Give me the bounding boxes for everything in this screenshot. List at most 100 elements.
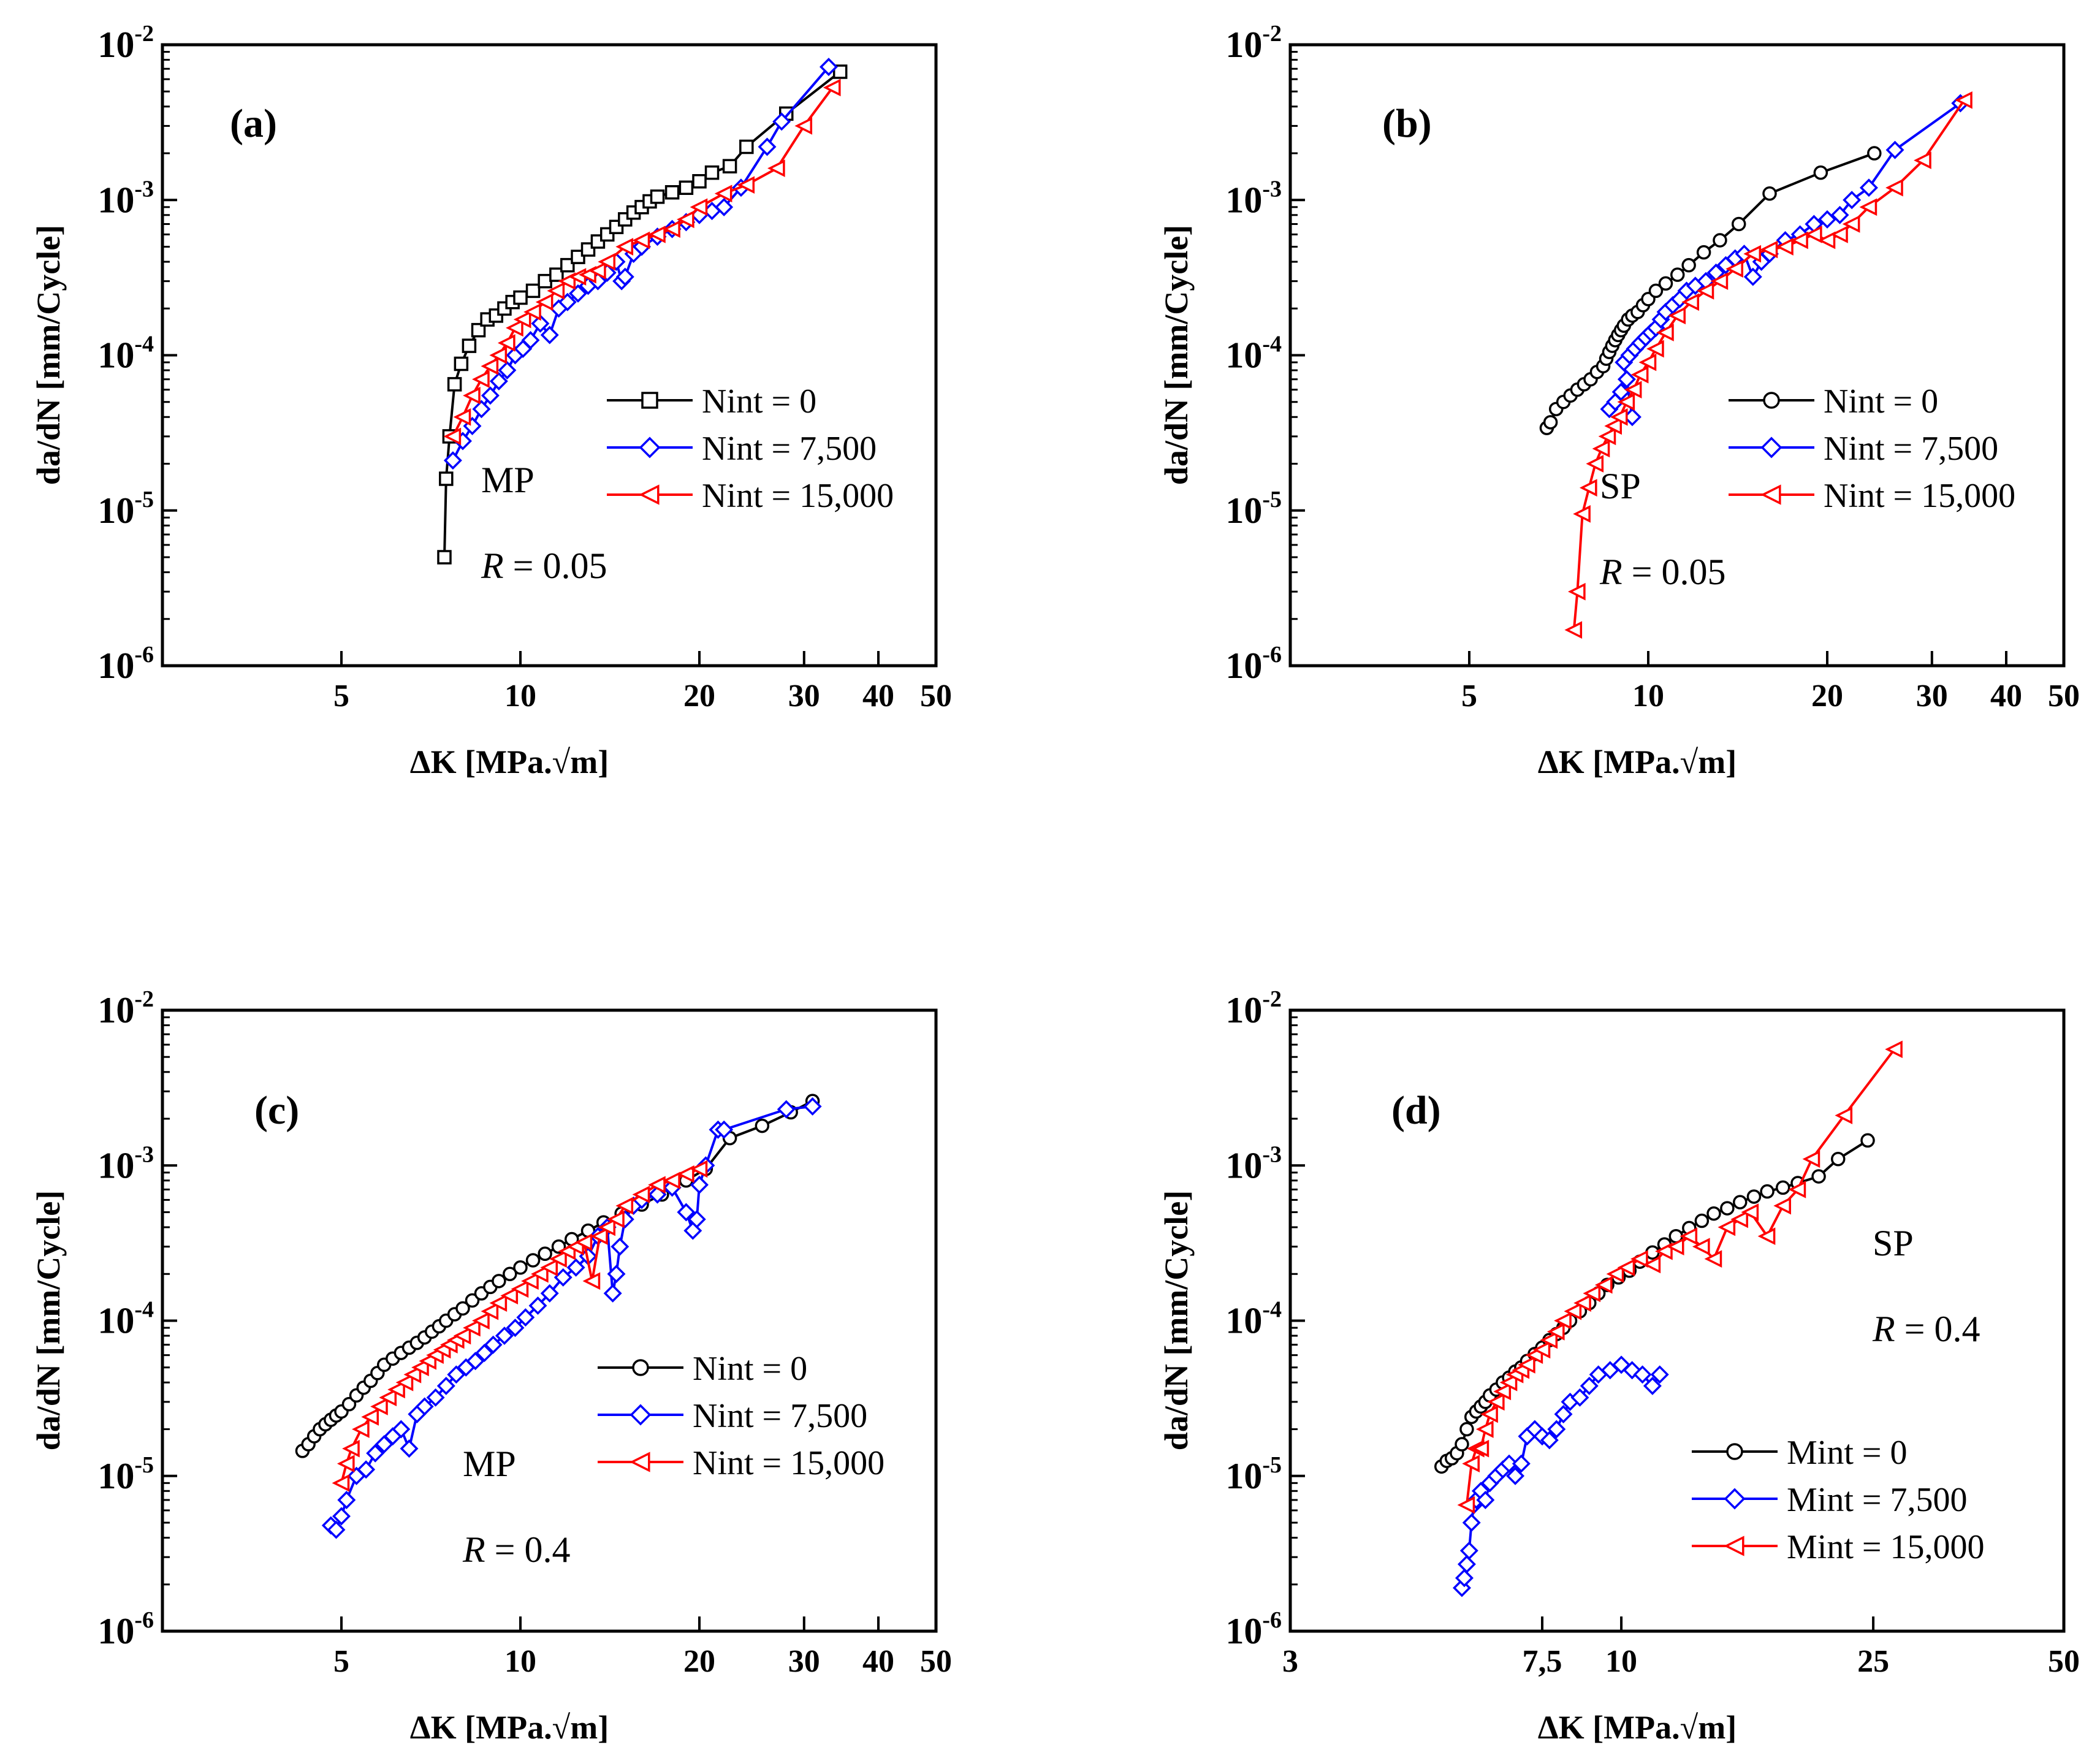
data-point: [1573, 1294, 1591, 1312]
data-point: [540, 1258, 558, 1277]
data-point: [1668, 306, 1686, 325]
data-point: [772, 112, 791, 131]
x-tick-label: 10: [504, 1644, 536, 1679]
data-point: [1606, 1265, 1624, 1283]
x-tick-label: 5: [1461, 679, 1477, 714]
y-tick-base: 10: [1225, 1301, 1262, 1341]
y-tick-exponent: -6: [134, 642, 154, 668]
data-point: [1592, 440, 1610, 458]
data-point: [1546, 1323, 1565, 1341]
x-tick-label: 5: [333, 1644, 349, 1679]
data-point: [361, 1408, 379, 1426]
data-point: [481, 386, 500, 405]
legend-label: Nint = 15,000: [702, 477, 894, 515]
data-point: [1598, 427, 1616, 446]
x-tick-label: 40: [1990, 679, 2022, 714]
data-point: [443, 451, 462, 470]
legend: Nint = 0 Nint = 7,500 Nint = 15,000: [1729, 383, 2015, 515]
data-point: [607, 1210, 625, 1228]
y-tick-exponent: -4: [134, 332, 154, 357]
x-tick-label: 7,5: [1523, 1644, 1562, 1679]
data-point: [677, 1203, 696, 1222]
data-point: [531, 1265, 549, 1283]
data-point: [1543, 415, 1558, 430]
legend-marker: [1760, 436, 1782, 459]
panel-label: (d): [1391, 1088, 1441, 1133]
data-point: [794, 117, 813, 135]
data-point: [1859, 178, 1878, 197]
y-tick-base: 10: [97, 1145, 134, 1186]
data-point: [1760, 1184, 1775, 1199]
data-point: [516, 1308, 535, 1327]
data-point: [1656, 324, 1674, 341]
legend-label: Nint = 15,000: [1824, 477, 2015, 515]
y-tick-label: 10-5: [1225, 487, 1282, 531]
y-tick-label: 10-5: [1225, 1452, 1282, 1496]
legend: Mint = 0 Mint = 7,500 Mint = 15,000: [1692, 1434, 1985, 1566]
data-point: [1830, 226, 1848, 243]
y-tick-base: 10: [97, 990, 134, 1030]
data-point: [1713, 233, 1727, 248]
data-point: [1743, 245, 1762, 263]
data-point: [1547, 1420, 1566, 1439]
data-point: [426, 1388, 445, 1407]
y-tick-base: 10: [1225, 1456, 1262, 1496]
y-tick-label: 10-4: [1225, 332, 1282, 376]
data-point: [481, 357, 499, 375]
data-point: [607, 1265, 626, 1284]
data-point: [1573, 505, 1591, 523]
data-point: [549, 1250, 567, 1268]
x-tick-label: 20: [683, 679, 715, 714]
data-point: [503, 1266, 517, 1282]
ticks-layer: 10-610-510-410-310-25 10 20 30 40 50: [1225, 21, 2080, 714]
data-point: [598, 253, 615, 271]
y-axis-title: da/dN [mm/Cycle]: [30, 1190, 67, 1450]
legend-item: Nint = 7,500: [607, 430, 877, 468]
data-point: [569, 284, 587, 303]
data-point: [687, 1210, 706, 1229]
data-point: [1718, 1218, 1736, 1236]
y-tick-base: 10: [97, 335, 134, 376]
data-point: [566, 1258, 585, 1277]
data-point: [1459, 1541, 1478, 1560]
data-point: [1638, 353, 1657, 371]
data-point: [1720, 1201, 1735, 1216]
ticks-layer: 10-610-510-410-310-25 10 20 30 40 50: [97, 21, 952, 714]
data-point: [1630, 1250, 1648, 1268]
data-point: [1567, 582, 1586, 601]
data-point: [1762, 186, 1777, 201]
data-point: [1818, 210, 1836, 229]
annotation-specimen: SP: [1600, 466, 1641, 506]
data-point: [352, 1420, 370, 1438]
legend-label: Nint = 7,500: [702, 430, 877, 468]
data-point: [538, 273, 552, 289]
panel-label: (c): [254, 1088, 299, 1133]
data-point: [1586, 455, 1604, 473]
data-point: [574, 1233, 593, 1251]
data-point: [554, 1268, 573, 1287]
data-point: [1773, 1197, 1791, 1215]
y-tick-label: 10-5: [97, 487, 154, 531]
data-point: [489, 346, 508, 364]
x-tick-label: 10: [1632, 679, 1664, 714]
data-point: [1500, 1454, 1519, 1473]
panel-c: 10-610-510-410-310-25 10 20 30 40 50 (c) MP R…: [30, 986, 952, 1746]
y-tick-exponent: -5: [1262, 487, 1282, 512]
data-point: [704, 165, 720, 180]
annotation-specimen: MP: [481, 460, 535, 500]
data-point: [525, 283, 541, 299]
data-point: [453, 1327, 471, 1345]
legend-label: Nint = 0: [702, 383, 816, 421]
data-point: [327, 1520, 346, 1539]
data-point: [832, 64, 848, 79]
data-point: [1692, 1238, 1710, 1256]
x-axis-title: ΔK [MPa.√m]: [1538, 1709, 1737, 1746]
x-tick-label: 10: [1605, 1644, 1637, 1679]
series-layer: [1539, 91, 1973, 639]
data-point: [1802, 1150, 1820, 1168]
data-point: [1471, 1439, 1489, 1458]
y-tick-base: 10: [1225, 990, 1262, 1030]
data-point: [332, 1507, 351, 1526]
data-point: [528, 1296, 547, 1315]
data-point: [590, 1227, 608, 1246]
